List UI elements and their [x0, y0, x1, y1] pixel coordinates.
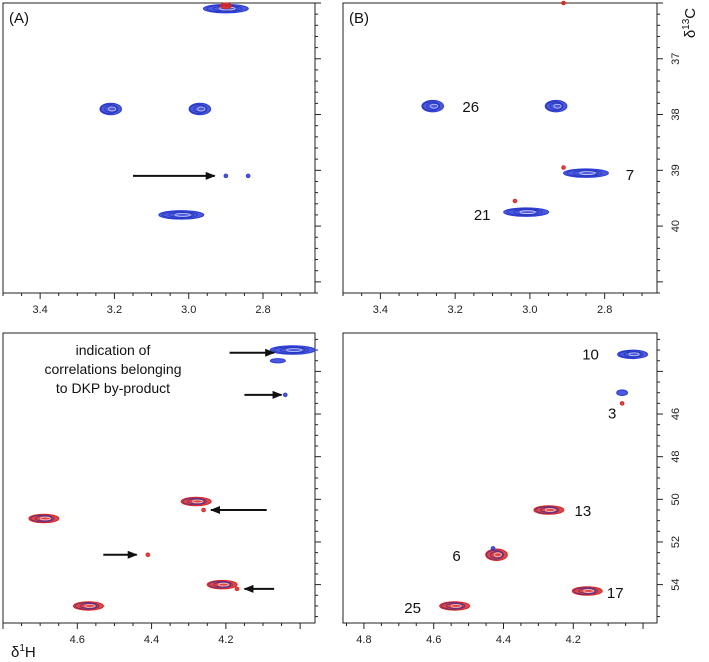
dkp-annotation: indication of correlations belonging to DK… [45, 342, 182, 396]
peak-label: 3 [608, 406, 616, 423]
y-tick-label: 54 [670, 578, 682, 590]
peak-blue [616, 389, 629, 397]
peak-blue [158, 210, 205, 220]
y-tick-label: 37 [670, 53, 682, 65]
panel-B-bottom: 4.8 4.6 4.4 4.2 46 48 50 52 54 10 3 13 6 17 25 [342, 332, 682, 646]
peak-red [439, 601, 471, 611]
peak-red [571, 586, 603, 596]
y-tick-label: 40 [670, 220, 682, 232]
peak-blue [421, 99, 445, 113]
panel-label: (A) [9, 10, 29, 27]
peak-label: 17 [607, 585, 624, 602]
x-tick-label: 4.8 [356, 634, 371, 646]
x-tick-label: 4.6 [426, 634, 441, 646]
peak-blue [282, 392, 288, 398]
x-tick-label: 3.2 [447, 304, 462, 316]
panel-B-top: 3.4 3.2 3.0 2.8 37 38 39 40 (B) 26 7 21 δ13C [342, 0, 699, 316]
peak-red [561, 165, 566, 170]
peak-red [561, 0, 566, 6]
peak-label: 7 [626, 167, 634, 184]
peak-label: 10 [582, 346, 599, 363]
peak-blue [99, 102, 123, 116]
peak-red [234, 586, 240, 592]
y-tick-label: 38 [670, 108, 682, 120]
x-tick-label: 3.2 [107, 304, 122, 316]
peak-red [485, 548, 508, 562]
panel-label: (B) [349, 10, 369, 27]
peak-blue [188, 102, 212, 116]
x-tick-label: 4.4 [496, 634, 511, 646]
x-tick-label: 3.0 [181, 304, 196, 316]
y-tick-label: 46 [670, 408, 682, 420]
peak-blue [562, 168, 609, 178]
y-axis-title: δ13C [681, 8, 699, 38]
x-tick-label: 3.4 [32, 304, 47, 316]
peak-blue [269, 345, 316, 355]
peak-blue [269, 358, 286, 364]
peak-red [206, 579, 238, 590]
peak-blue [245, 173, 251, 179]
y-tick-label: 52 [670, 536, 682, 548]
peak-blue [503, 207, 550, 217]
peak-blue [223, 173, 229, 179]
peak-label: 13 [575, 503, 592, 520]
peak-red [180, 496, 212, 507]
x-axis-title: δ1H [11, 643, 36, 661]
peak-red [512, 198, 518, 204]
peak-label: 26 [462, 99, 479, 116]
peak-red [533, 505, 565, 515]
plot-frame [2, 2, 316, 294]
panel-A-bottom: 4.6 4.4 4.2 indication of correlations belon… [2, 332, 321, 661]
y-tick-label: 48 [670, 451, 682, 463]
plot-frame [342, 332, 658, 624]
y-tick-label: 39 [670, 164, 682, 176]
peak-label: 21 [474, 207, 491, 224]
peak-red [201, 507, 206, 513]
panel-A-top: 3.4 3.2 3.0 2.8 (A) [2, 2, 321, 316]
peak-blue [617, 349, 649, 360]
x-tick-label: 2.8 [597, 304, 612, 316]
peak-label: 25 [404, 600, 421, 617]
y-tick-label: 50 [670, 493, 682, 505]
x-tick-label: 4.2 [566, 634, 581, 646]
plot-frame [342, 2, 658, 294]
peak-red [619, 401, 625, 406]
peak-blue [544, 99, 568, 113]
x-tick-label: 4.4 [144, 634, 159, 646]
peak-red [72, 601, 104, 611]
peak-blue [490, 546, 496, 551]
x-tick-label: 4.2 [218, 634, 233, 646]
peak-red [28, 513, 60, 524]
x-tick-label: 3.4 [373, 304, 388, 316]
x-tick-label: 3.0 [522, 304, 537, 316]
x-tick-label: 2.8 [255, 304, 270, 316]
peak-label: 6 [452, 548, 460, 565]
x-tick-label: 4.6 [70, 634, 85, 646]
peak-red [145, 552, 151, 557]
peak-red [219, 2, 232, 10]
